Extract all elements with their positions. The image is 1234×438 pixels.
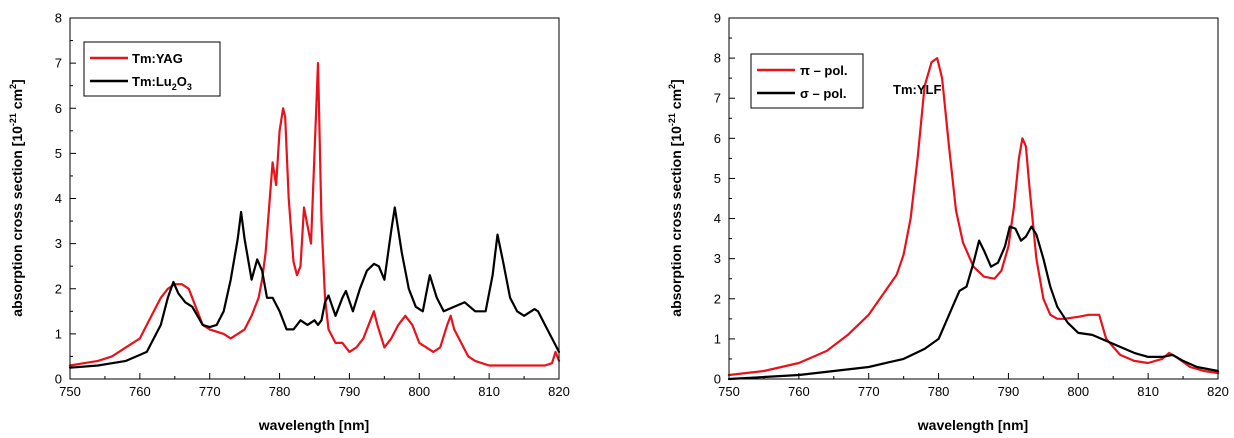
right-x-tick-label-780: 780 xyxy=(928,384,950,399)
left-y-tick-label-0: 0 xyxy=(55,372,62,387)
right-y-tick-label-5: 5 xyxy=(714,171,721,186)
legend-label-sigma-pol: σ – pol. xyxy=(800,86,846,101)
right-y-tick-label-7: 7 xyxy=(714,91,721,106)
left-y-tick-label-5: 5 xyxy=(55,146,62,161)
right-x-tick-label-790: 790 xyxy=(998,384,1020,399)
right-y-tick-label-9: 9 xyxy=(714,11,721,26)
legend-label-tm-lu2o3: Tm:Lu2O3 xyxy=(132,74,192,92)
left-ticks-layer: 750 760 770 780 790 800 810 820 0 1 2 3 4 5 6 7 8 xyxy=(55,11,570,400)
left-x-tick-label-820: 820 xyxy=(548,384,570,399)
right-legend: π – pol. σ – pol. xyxy=(750,53,864,109)
right-y-tick-label-2: 2 xyxy=(714,291,721,306)
right-y-tick-label-3: 3 xyxy=(714,251,721,266)
right-y-axis-label: absorption cross section [10-21 cm2] xyxy=(667,79,684,316)
right-x-axis-label: wavelength [nm] xyxy=(917,417,1028,433)
right-legend-box xyxy=(750,53,864,109)
left-legend-box xyxy=(83,41,221,97)
legend-label-tm-yag: Tm:YAG xyxy=(132,51,183,66)
left-y-tick-label-2: 2 xyxy=(55,281,62,296)
right-ticks-layer: 750 760 770 780 790 800 810 820 0 1 2 3 4 5 6 7 8 9 xyxy=(714,11,1229,400)
left-x-tick-label-800: 800 xyxy=(408,384,430,399)
right-y-tick-label-4: 4 xyxy=(714,211,721,226)
left-y-axis-label: absorption cross section [10-21 cm2] xyxy=(8,79,25,316)
left-chart: 750 760 770 780 790 800 810 820 0 1 2 3 4 5 6 7 8 Tm:YAG… xyxy=(8,11,570,434)
legend-label-pi-pol: π – pol. xyxy=(800,63,848,78)
left-plot-frame xyxy=(69,17,560,380)
left-series-line-tm-yag xyxy=(68,62,561,367)
left-y-tick-label-6: 6 xyxy=(55,101,62,116)
right-x-tick-label-760: 760 xyxy=(788,384,810,399)
left-x-tick-label-770: 770 xyxy=(199,384,221,399)
right-x-tick-label-750: 750 xyxy=(718,384,740,399)
left-x-tick-label-810: 810 xyxy=(478,384,500,399)
left-y-tick-label-8: 8 xyxy=(55,11,62,26)
tm-ylf-annotation: Tm:YLF xyxy=(893,82,941,97)
left-series-line-tm-lu2o3 xyxy=(68,206,561,369)
right-series-line-pol xyxy=(727,225,1220,381)
right-x-tick-label-770: 770 xyxy=(858,384,880,399)
right-y-tick-label-8: 8 xyxy=(714,51,721,66)
left-x-axis-label: wavelength [nm] xyxy=(258,417,369,433)
left-x-tick-label-790: 790 xyxy=(339,384,361,399)
left-x-tick-label-750: 750 xyxy=(59,384,81,399)
left-y-tick-label-1: 1 xyxy=(55,326,62,341)
right-y-tick-label-0: 0 xyxy=(714,372,721,387)
right-x-tick-label-800: 800 xyxy=(1067,384,1089,399)
left-x-tick-label-780: 780 xyxy=(269,384,291,399)
left-y-tick-label-4: 4 xyxy=(55,191,62,206)
left-series-layer xyxy=(68,62,561,369)
right-y-tick-label-6: 6 xyxy=(714,131,721,146)
left-legend: Tm:YAG Tm:Lu2O3 xyxy=(83,41,221,97)
left-y-tick-label-3: 3 xyxy=(55,236,62,251)
left-y-tick-label-7: 7 xyxy=(55,56,62,71)
right-x-tick-label-810: 810 xyxy=(1137,384,1159,399)
right-series-layer xyxy=(727,57,1220,381)
right-chart: 750 760 770 780 790 800 810 820 0 1 2 3 4 5 6 7 8 9 π – p… xyxy=(667,11,1229,434)
right-series-line-pol xyxy=(727,57,1220,377)
right-y-tick-label-1: 1 xyxy=(714,331,721,346)
right-plot-frame xyxy=(728,17,1219,380)
left-x-tick-label-760: 760 xyxy=(129,384,151,399)
right-x-tick-label-820: 820 xyxy=(1207,384,1229,399)
